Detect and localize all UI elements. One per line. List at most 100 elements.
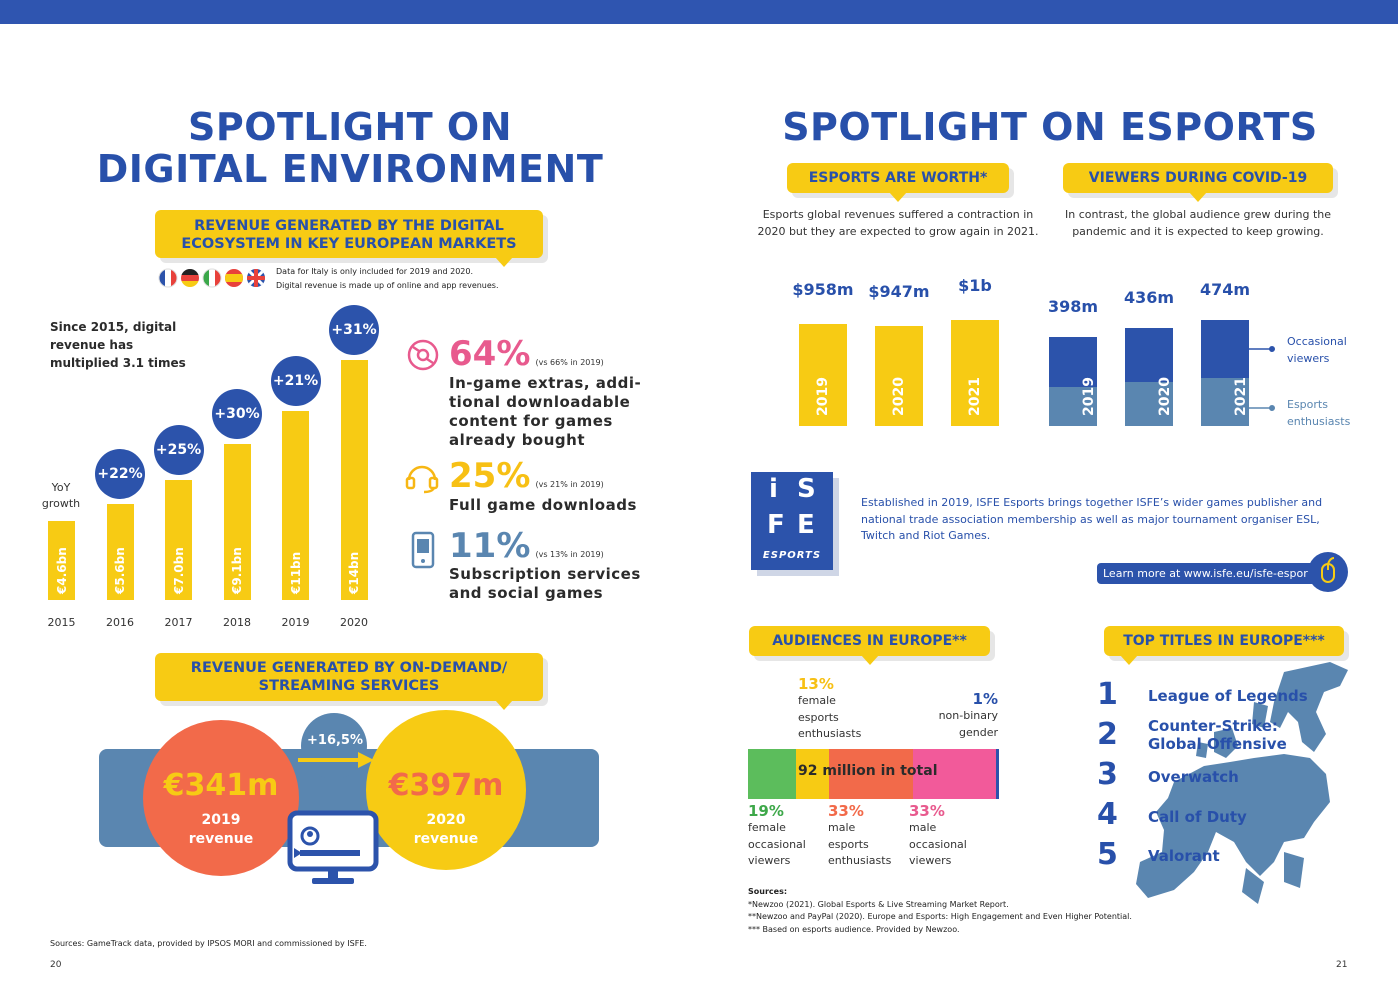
revenue-bar: €9.1bn [223, 444, 251, 600]
title-line-1: SPOTLIGHT ON [187, 105, 513, 149]
growth-percent: +16,5% [307, 733, 363, 748]
viewers-enthusiast-segment [1049, 386, 1097, 426]
stat-desc-line: and social games [449, 584, 604, 602]
smartphone-icon [411, 531, 435, 569]
worth-bar: 2020 [875, 325, 923, 426]
mouse-button[interactable] [1308, 552, 1348, 592]
stat-desc-line: Subscription services [449, 565, 641, 583]
source-line: *** Based on esports audience. Provided … [748, 924, 960, 934]
isfe-esports-logo: i S F E ESPORTS [751, 472, 833, 570]
title-call-of-duty: Call of Duty [1148, 808, 1247, 826]
stat-desc-line: In-game extras, addi- [449, 374, 642, 392]
aud-label-line: enthusiasts [798, 727, 862, 740]
top-bar [0, 0, 1398, 24]
worth-bar: 2021 [951, 320, 999, 426]
streaming-revenue-banner: REVENUE GENERATED BY ON-DEMAND/ STREAMIN… [155, 653, 543, 710]
stat-percent: 25% [449, 456, 531, 496]
title-overwatch: Overwatch [1148, 768, 1239, 786]
revenue-bar: €7.0bn [165, 480, 192, 600]
aud-label-line: female [748, 821, 786, 834]
legend-occasional: Occasional viewers [1287, 333, 1347, 367]
esports-worth-banner: ESPORTS ARE WORTH* [787, 163, 1009, 202]
revenue-bar: €14bn [340, 360, 368, 600]
logo-letter: E [797, 510, 815, 540]
revenue-bar: €11bn [282, 411, 309, 600]
year-label: 2019 [281, 616, 310, 629]
banner-label: TOP TITLES IN EUROPE*** [1123, 633, 1325, 649]
banner-label: VIEWERS DURING COVID-19 [1088, 170, 1308, 186]
banner-label: AUDIENCES IN EUROPE** [772, 633, 967, 649]
aud-male-enthusiasts: 33% male esports enthusiasts [828, 802, 891, 870]
viewers-total: 436m [1123, 288, 1175, 308]
europe-map-icon [1136, 662, 1348, 904]
left-sources: Sources: GameTrack data, provided by IPS… [50, 939, 367, 948]
aud-label-line: esports [828, 837, 869, 851]
revenue-bar: €5.6bn [106, 504, 134, 600]
aud-label-line: occasional [909, 837, 967, 851]
gamepad-disc-icon [407, 339, 439, 371]
year-label: 2017 [164, 616, 193, 629]
europe-map-wrap [1134, 662, 1350, 924]
data-note: Data for Italy is only included for 2019… [276, 265, 499, 293]
stat-note: (vs 66% in 2019) [535, 358, 604, 367]
isfe-text-line: national trade association membership as… [861, 512, 1320, 526]
spain-flag-icon [225, 269, 243, 287]
worth-text-line-2: 2020 but they are expected to grow again… [757, 225, 1039, 238]
stat-desc-line: Full game downloads [449, 496, 637, 514]
monitor-icon [287, 810, 379, 884]
logo-letter: S [797, 474, 816, 504]
banner-tail [861, 655, 879, 665]
legend-enthusiasts: Esports enthusiasts [1287, 396, 1350, 430]
germany-flag-icon [181, 269, 199, 287]
italy-flag-icon [202, 268, 222, 288]
arrow-right-icon [298, 752, 374, 768]
viewers-enthusiast-segment [1201, 377, 1249, 426]
intro-line-3: multiplied 3.1 times [50, 356, 186, 370]
revenue-bar-label: €11bn [288, 551, 303, 594]
intro-line-2: revenue has [50, 338, 134, 352]
revenue-2019-value: €341m [163, 768, 279, 803]
source-line: **Newzoo and PayPal (2020). Europe and E… [748, 912, 1132, 921]
isfe-text-line: Twitch and Riot Games. [861, 529, 991, 542]
revenue-2020-year: 2020 [426, 812, 466, 828]
aud-label-line: viewers [909, 854, 952, 867]
viewers-covid-banner: VIEWERS DURING COVID-19 [1063, 163, 1333, 202]
page-title-left: SPOTLIGHT ON DIGITAL ENVIRONMENT [40, 106, 660, 190]
aud-label-line: enthusiasts [828, 854, 892, 867]
legend-line: Esports [1287, 398, 1328, 411]
aud-label-line: occasional [748, 837, 806, 851]
rank-number: 3 [1097, 757, 1118, 792]
viewers-chart: 2019 398m 2020 436m 2021 474m [0, 0, 1398, 440]
aud-female-occasional: 19% female occasional viewers [748, 802, 806, 870]
banner-label: ESPORTS ARE WORTH* [808, 170, 988, 186]
viewers-enthusiast-segment [1125, 381, 1173, 426]
stat-11-desc: Subscription services and social games [449, 565, 641, 603]
aud-label-line: female [798, 694, 836, 707]
banner-tail [495, 257, 513, 267]
source-line: *Newzoo (2021). Global Esports & Live St… [748, 899, 1009, 909]
learn-more-link[interactable]: Learn more at www.isfe.eu/isfe-esports [1097, 563, 1329, 584]
stat-25-desc: Full game downloads [449, 496, 637, 515]
yoy-growth-bubble: +22% [95, 449, 145, 499]
revenue-2019-circle: €341m 2019 revenue [143, 720, 299, 876]
viewers-occasional-segment [1201, 320, 1249, 378]
note-line-2: Digital revenue is made up of online and… [276, 281, 499, 290]
uk-flag-icon [247, 269, 265, 287]
year-label: 2015 [47, 616, 76, 629]
stat-note: (vs 21% in 2019) [535, 480, 604, 489]
revenue-bar-label: €5.6bn [113, 547, 127, 594]
yoy-growth-bubble: +30% [212, 389, 262, 439]
rank-number: 2 [1097, 717, 1118, 752]
yoy-growth-bubble: +25% [153, 425, 204, 475]
legend-connectors [1248, 345, 1278, 419]
digital-revenue-banner: REVENUE GENERATED BY THE DIGITAL ECOSYST… [155, 210, 543, 267]
revenue-2019-label: revenue [188, 831, 254, 847]
headset-icon [405, 465, 439, 494]
aud-label-line: viewers [748, 854, 791, 867]
banner-tail [495, 700, 513, 710]
legend-line: viewers [1287, 352, 1330, 365]
sources-heading: Sources: [748, 887, 788, 896]
viewers-text-line-1: In contrast, the global audience grew du… [1064, 208, 1332, 221]
banner-line-1: REVENUE GENERATED BY ON-DEMAND/ [190, 660, 508, 676]
audience-segment [912, 749, 997, 799]
